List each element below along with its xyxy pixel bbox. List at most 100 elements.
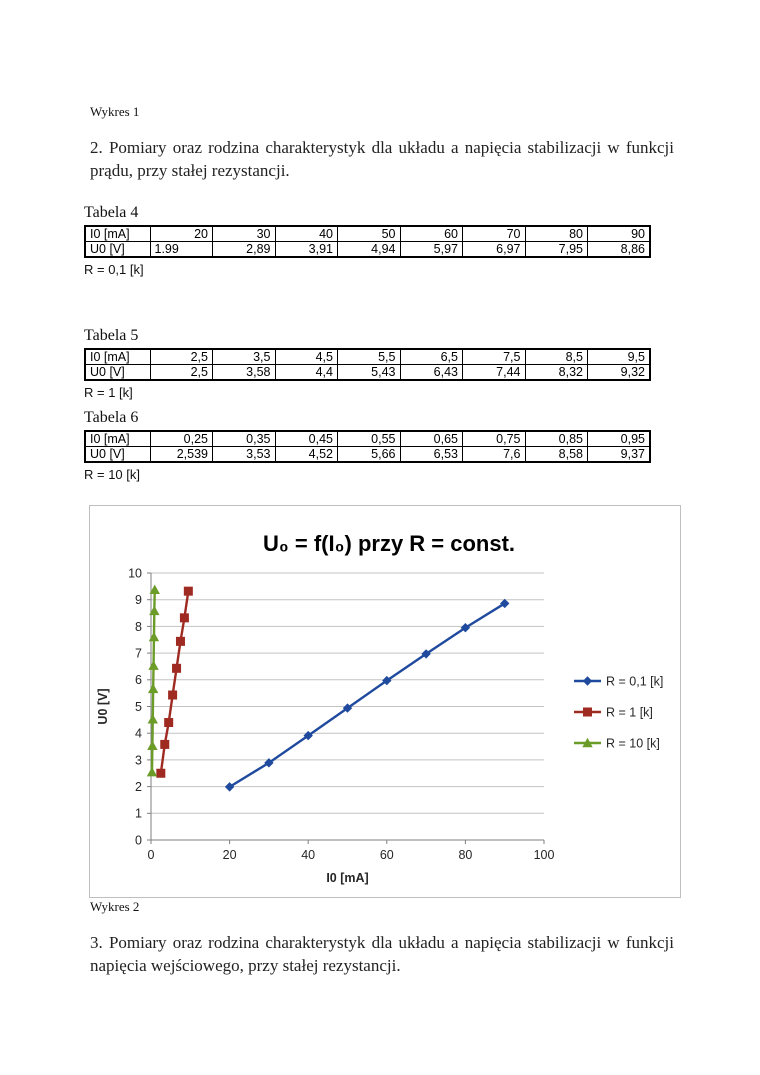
row-header: U0 [V] [84,364,151,381]
table-cell: 9,32 [587,364,651,381]
svg-text:I0 [mA]: I0 [mA] [326,871,368,885]
table-cell: 3,5 [212,348,276,365]
table-cell: 5,97 [399,241,463,258]
svg-text:2: 2 [135,780,142,794]
table-cell: 9,37 [587,446,651,463]
row-header: U0 [V] [84,241,151,258]
row-header: I0 [mA] [84,430,151,447]
tabela-4-block: Tabela 4 I0 [mA] 20 30 40 50 60 70 80 90… [84,204,654,277]
table-cell: 8,5 [524,348,588,365]
table-cell: 40 [274,225,338,242]
table-cell: 7,6 [462,446,526,463]
svg-text:20: 20 [223,848,237,862]
table-row: I0 [mA] 0,25 0,35 0,45 0,55 0,65 0,75 0,… [84,430,651,447]
svg-text:10: 10 [128,566,142,580]
table-cell: 80 [524,225,588,242]
svg-text:100: 100 [534,848,555,862]
tabela-6: I0 [mA] 0,25 0,35 0,45 0,55 0,65 0,75 0,… [84,430,651,463]
svg-text:9: 9 [135,593,142,607]
table-cell: 4,5 [274,348,338,365]
table-cell: 0,95 [587,430,651,447]
table-cell: 0,25 [149,430,213,447]
svg-text:8: 8 [135,620,142,634]
wykres-1-label: Wykres 1 [90,104,140,119]
svg-text:5: 5 [135,700,142,714]
svg-text:60: 60 [380,848,394,862]
table-cell: 7,44 [462,364,526,381]
table-cell: 20 [149,225,213,242]
table-cell: 7,95 [524,241,588,258]
table-cell: 8,86 [587,241,651,258]
svg-text:4: 4 [135,727,142,741]
table-cell: 50 [337,225,401,242]
tabela-6-block: Tabela 6 I0 [mA] 0,25 0,35 0,45 0,55 0,6… [84,409,654,482]
tabela-5: I0 [mA] 2,5 3,5 4,5 5,5 6,5 7,5 8,5 9,5 … [84,348,651,381]
table-cell: 8,32 [524,364,588,381]
table-cell: 6,97 [462,241,526,258]
svg-text:40: 40 [301,848,315,862]
table-row: U0 [V] 2,5 3,58 4,4 5,43 6,43 7,44 8,32 … [84,364,651,381]
section-2-paragraph: 2. Pomiary oraz rodzina charakterystyk d… [90,138,674,181]
table-cell: 0,55 [337,430,401,447]
svg-text:R = 1 [k]: R = 1 [k] [606,705,653,719]
svg-text:7: 7 [135,646,142,660]
table-row: I0 [mA] 2,5 3,5 4,5 5,5 6,5 7,5 8,5 9,5 [84,348,651,365]
table-cell: 9,5 [587,348,651,365]
tabela-5-block: Tabela 5 I0 [mA] 2,5 3,5 4,5 5,5 6,5 7,5… [84,327,654,400]
section-3-paragraph: 3. Pomiary oraz rodzina charakterystyk d… [90,933,674,976]
table-cell: 4,94 [337,241,401,258]
tabela-4-caption: Tabela 4 [84,204,139,221]
row-header: I0 [mA] [84,225,151,242]
table-cell: 7,5 [462,348,526,365]
table-cell: 3,58 [212,364,276,381]
svg-text:R = 10 [k]: R = 10 [k] [606,736,660,750]
svg-text:1: 1 [135,807,142,821]
table-cell: 8,58 [524,446,588,463]
svg-text:0: 0 [148,848,155,862]
tabela-4-note: R = 0,1 [k] [84,262,144,277]
svg-text:6: 6 [135,673,142,687]
svg-text:U₀ = f(I₀) przy R = const.: U₀ = f(I₀) przy R = const. [263,531,515,556]
table-cell: 3,53 [212,446,276,463]
table-cell: 6,43 [399,364,463,381]
table-cell: 2,539 [149,446,213,463]
tabela-6-caption: Tabela 6 [84,409,139,426]
table-cell: 0,85 [524,430,588,447]
table-cell: 30 [212,225,276,242]
table-cell: 0,65 [399,430,463,447]
table-row: I0 [mA] 20 30 40 50 60 70 80 90 [84,225,651,242]
table-cell: 0,35 [212,430,276,447]
table-cell: 2,5 [149,348,213,365]
table-cell: 4,4 [274,364,338,381]
table-cell: 5,43 [337,364,401,381]
tabela-5-note: R = 1 [k] [84,385,133,400]
svg-text:U0 [V]: U0 [V] [96,688,110,724]
tabela-6-note: R = 10 [k] [84,467,140,482]
chart-wykres-2-container: 0 1 2 3 4 5 6 7 8 9 10 0 20 40 60 80 100 R = 0,1 [k] R = 1… [89,505,681,898]
table-cell: 2,89 [212,241,276,258]
svg-text:3: 3 [135,753,142,767]
tabela-5-caption: Tabela 5 [84,327,139,344]
table-cell: 60 [399,225,463,242]
table-cell: 0,45 [274,430,338,447]
svg-text:0: 0 [135,833,142,847]
table-cell: 0,75 [462,430,526,447]
table-cell: 5,66 [337,446,401,463]
table-cell: 4,52 [274,446,338,463]
wykres-2-label: Wykres 2 [90,899,140,914]
svg-text:80: 80 [458,848,472,862]
table-cell: 3,91 [274,241,338,258]
table-cell: 90 [587,225,651,242]
table-cell: 2,5 [149,364,213,381]
svg-text:R = 0,1 [k]: R = 0,1 [k] [606,674,663,688]
table-cell: 6,53 [399,446,463,463]
table-row: U0 [V] 2,539 3,53 4,52 5,66 6,53 7,6 8,5… [84,446,651,463]
row-header: I0 [mA] [84,348,151,365]
table-cell: 5,5 [337,348,401,365]
table-row: U0 [V] 1.99 2,89 3,91 4,94 5,97 6,97 7,9… [84,241,651,258]
tabela-4: I0 [mA] 20 30 40 50 60 70 80 90 U0 [V] 1… [84,225,651,258]
row-header: U0 [V] [84,446,151,463]
table-cell: 70 [462,225,526,242]
